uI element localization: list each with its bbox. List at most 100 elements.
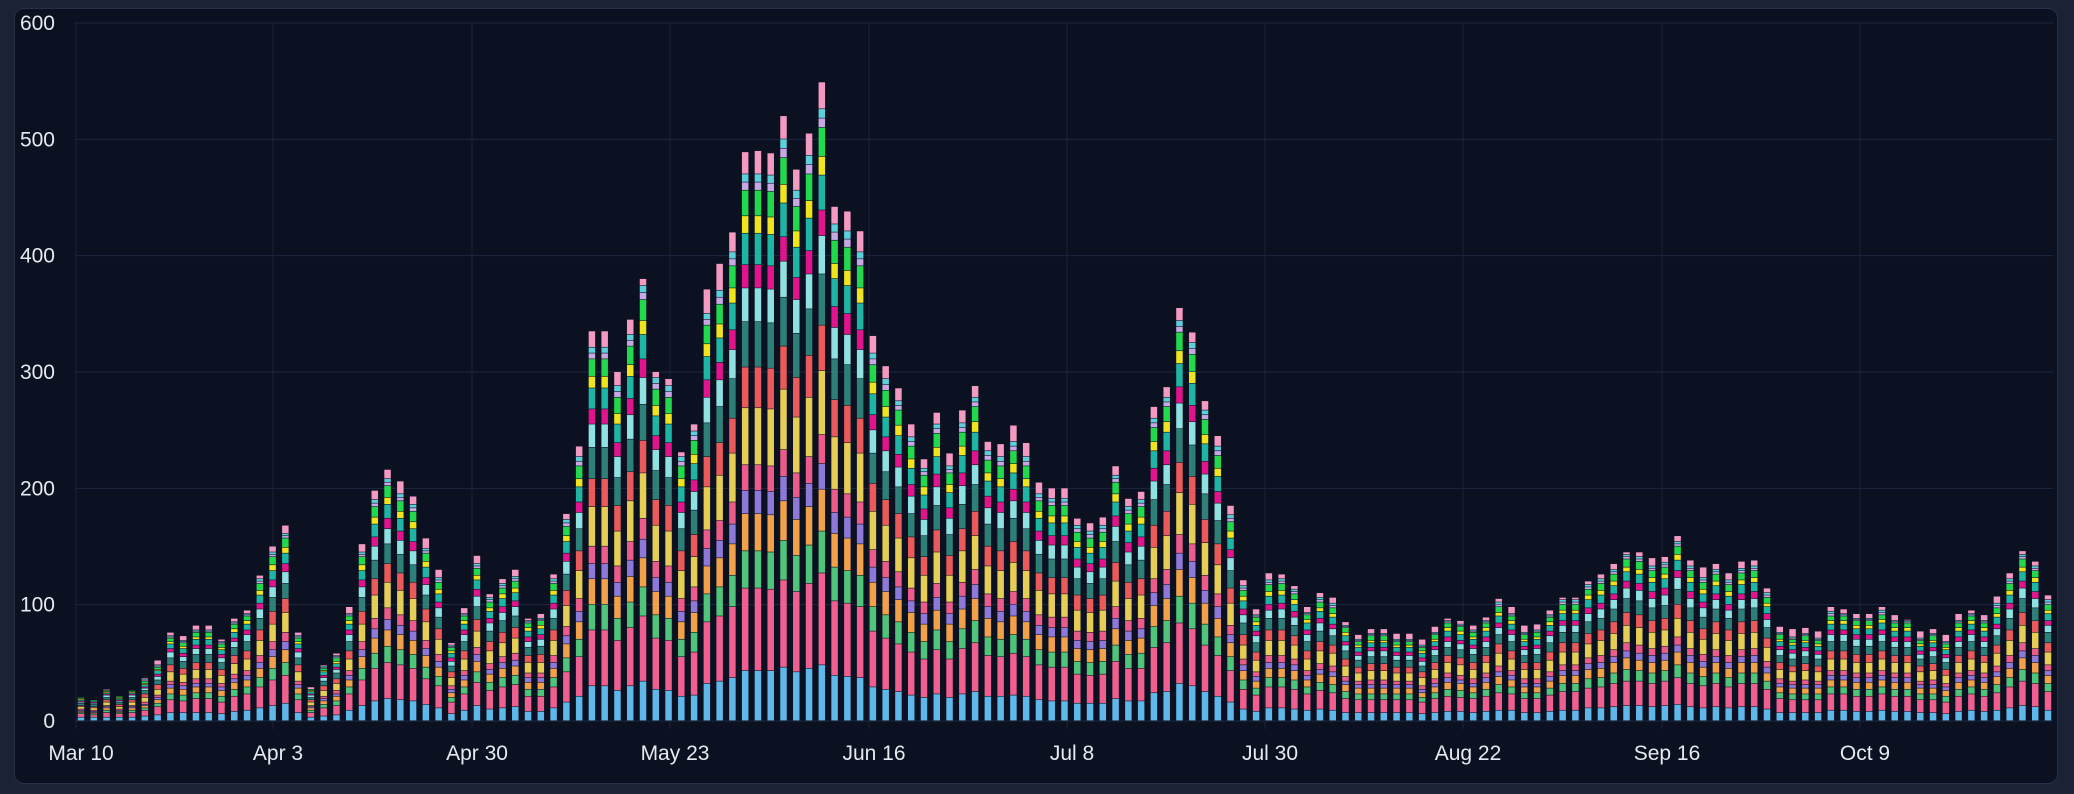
- bar-stack[interactable]: [1252, 609, 1260, 721]
- bar-stack[interactable]: [971, 385, 979, 721]
- bar-stack[interactable]: [703, 289, 711, 721]
- bar-stack[interactable]: [844, 211, 851, 721]
- bar-stack[interactable]: [946, 453, 953, 721]
- bar-stack[interactable]: [307, 687, 315, 721]
- bar-stack[interactable]: [1495, 598, 1503, 721]
- bar-stack[interactable]: [550, 574, 557, 721]
- bar-stack[interactable]: [1431, 626, 1439, 721]
- bar-stack[interactable]: [473, 555, 481, 721]
- bar-stack[interactable]: [2006, 573, 2013, 721]
- bar-stack[interactable]: [422, 538, 430, 721]
- bar-stack[interactable]: [1572, 597, 1579, 721]
- bar-stack[interactable]: [1176, 308, 1183, 721]
- bar-stack[interactable]: [103, 689, 110, 721]
- bar-stack[interactable]: [882, 366, 889, 721]
- bar-stack[interactable]: [907, 424, 915, 721]
- bar-stack[interactable]: [1789, 629, 1796, 721]
- bar-stack[interactable]: [1086, 523, 1094, 721]
- bar-stack[interactable]: [435, 569, 442, 721]
- bar-stack[interactable]: [1533, 624, 1541, 721]
- bar-stack[interactable]: [1648, 558, 1656, 721]
- bar-stack[interactable]: [1022, 442, 1030, 721]
- bar-stack[interactable]: [920, 459, 928, 721]
- bar-stack[interactable]: [1201, 401, 1209, 721]
- bar-stack[interactable]: [1508, 606, 1515, 721]
- bar-stack[interactable]: [793, 169, 800, 721]
- bar-stack[interactable]: [678, 452, 685, 721]
- bar-stack[interactable]: [1125, 498, 1132, 721]
- bar-stack[interactable]: [397, 481, 404, 721]
- bar-stack[interactable]: [1316, 593, 1324, 721]
- bar-stack[interactable]: [614, 372, 621, 721]
- bar-stack[interactable]: [154, 660, 161, 721]
- bar-stack[interactable]: [1444, 618, 1451, 721]
- bar-stack[interactable]: [1674, 536, 1681, 721]
- bar-stack[interactable]: [1610, 563, 1617, 721]
- bar-stack[interactable]: [1917, 631, 1924, 721]
- bar-stack[interactable]: [1878, 606, 1886, 721]
- bar-stack[interactable]: [754, 150, 762, 721]
- bar-stack[interactable]: [460, 608, 468, 721]
- bar-stack[interactable]: [1214, 435, 1222, 721]
- bar-stack[interactable]: [1738, 561, 1745, 721]
- bar-stack[interactable]: [959, 410, 966, 721]
- bar-stack[interactable]: [1993, 596, 2001, 721]
- bar-stack[interactable]: [1393, 633, 1400, 721]
- bar-stack[interactable]: [933, 412, 941, 721]
- bar-stack[interactable]: [358, 544, 366, 721]
- bar-stack[interactable]: [1750, 560, 1758, 721]
- bar-stack[interactable]: [1303, 606, 1311, 721]
- bar-stack[interactable]: [1623, 552, 1630, 721]
- bar-stack[interactable]: [243, 610, 251, 721]
- bar-stack[interactable]: [448, 643, 455, 721]
- bar-stack[interactable]: [1521, 625, 1528, 721]
- bar-stack[interactable]: [256, 575, 264, 721]
- bar-stack[interactable]: [984, 441, 992, 721]
- bar-stack[interactable]: [1712, 563, 1720, 721]
- bar-stack[interactable]: [1035, 482, 1043, 721]
- bar-stack[interactable]: [1891, 615, 1898, 721]
- bar-stack[interactable]: [141, 677, 149, 721]
- bar-stack[interactable]: [1636, 552, 1643, 721]
- bar-stack[interactable]: [1853, 613, 1860, 721]
- bar-stack[interactable]: [269, 546, 276, 721]
- bar-stack[interactable]: [1942, 634, 1950, 721]
- bar-stack[interactable]: [1699, 567, 1707, 721]
- bar-stack[interactable]: [537, 613, 545, 721]
- bar-stack[interactable]: [818, 82, 826, 721]
- bar-stack[interactable]: [320, 665, 327, 721]
- bar-stack[interactable]: [205, 625, 212, 721]
- bar-stack[interactable]: [1763, 588, 1771, 721]
- bar-stack[interactable]: [1010, 425, 1017, 721]
- bar-stack[interactable]: [1074, 518, 1081, 721]
- bar-stack[interactable]: [1367, 629, 1375, 721]
- bar-stack[interactable]: [1584, 581, 1592, 721]
- bar-stack[interactable]: [1827, 606, 1835, 721]
- bar-stack[interactable]: [1163, 387, 1170, 721]
- bar-stack[interactable]: [2019, 551, 2026, 721]
- bar-stack[interactable]: [563, 513, 570, 721]
- bar-stack[interactable]: [1406, 633, 1413, 721]
- bar-stack[interactable]: [1355, 634, 1362, 721]
- bar-stack[interactable]: [192, 625, 200, 721]
- bar-stack[interactable]: [1188, 332, 1196, 721]
- bar-stack[interactable]: [856, 231, 864, 721]
- bar-stack[interactable]: [1380, 629, 1388, 721]
- bar-stack[interactable]: [1227, 505, 1234, 721]
- bar-stack[interactable]: [1929, 629, 1937, 721]
- bar-stack[interactable]: [997, 444, 1004, 721]
- bar-stack[interactable]: [741, 152, 749, 721]
- bar-stack[interactable]: [690, 424, 698, 721]
- bar-stack[interactable]: [626, 319, 634, 721]
- bar-stack[interactable]: [1980, 615, 1988, 721]
- bar-stack[interactable]: [780, 116, 787, 721]
- bar-stack[interactable]: [895, 388, 902, 721]
- bar-stack[interactable]: [2031, 561, 2039, 721]
- bar-stack[interactable]: [1112, 466, 1119, 721]
- bar-stack[interactable]: [512, 569, 519, 721]
- bar-stack[interactable]: [729, 232, 736, 721]
- bar-stack[interactable]: [1776, 626, 1784, 721]
- bar-stack[interactable]: [282, 525, 289, 721]
- bar-stack[interactable]: [128, 690, 136, 721]
- bar-stack[interactable]: [1457, 620, 1464, 721]
